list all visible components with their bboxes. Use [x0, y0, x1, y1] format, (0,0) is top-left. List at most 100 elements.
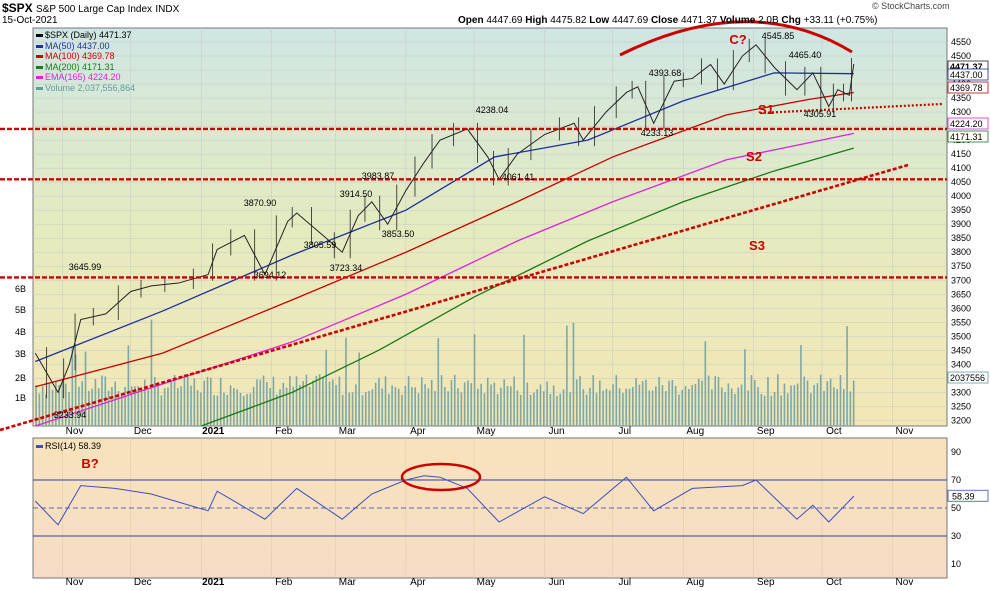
volume-bar — [206, 376, 209, 426]
right-axis-box — [947, 117, 989, 130]
rsi-line — [34, 475, 855, 526]
volume-bar — [681, 389, 684, 426]
volume-bar — [262, 375, 265, 426]
volume-bar — [496, 394, 499, 426]
volume-bar — [153, 377, 156, 426]
wave-label: B? — [81, 456, 98, 471]
volume-bar — [196, 390, 199, 426]
volume-bar — [533, 392, 535, 426]
price-level-label: 3694.12 — [254, 270, 287, 280]
volume-bar — [101, 375, 103, 426]
volume-bar — [500, 387, 502, 426]
right-axis-box — [947, 81, 989, 94]
volume-bar — [849, 391, 852, 426]
price-tick-label: 3950 — [951, 205, 971, 215]
volume-bar — [163, 388, 166, 426]
volume-bar — [480, 383, 482, 426]
month-label: Jun — [549, 426, 565, 437]
price-tick-label: 3500 — [951, 331, 971, 341]
volume-bar — [506, 386, 509, 426]
price-level-label: 3645.99 — [69, 262, 102, 272]
right-axis-value: 4437.00 — [950, 70, 983, 80]
volume-bar — [846, 326, 848, 426]
volume-bar — [444, 386, 446, 426]
volume-bar — [315, 375, 318, 426]
index-name: S&P 500 Large Cap Index — [36, 4, 153, 15]
volume-bar — [727, 383, 730, 426]
legend-item: MA(50) 4437.00 — [36, 41, 110, 51]
volume-bar — [424, 384, 426, 426]
volume-bar — [48, 383, 51, 426]
volume-bar — [526, 382, 529, 426]
rsi-value-box — [947, 489, 989, 502]
volume-bar — [467, 380, 469, 426]
month-label: Apr — [410, 577, 426, 588]
volume-bar — [770, 395, 773, 426]
month-label: Nov — [896, 426, 914, 437]
volume-bar — [572, 322, 575, 426]
volume-bar — [338, 376, 341, 426]
price-level-label: 4233.13 — [641, 128, 674, 138]
volume-bar — [81, 381, 84, 426]
volume-bar — [674, 386, 677, 426]
volume-bar — [608, 390, 611, 426]
price-level-label: 4465.40 — [789, 50, 822, 60]
rsi-tick-label: 50 — [951, 503, 961, 513]
volume-bar — [671, 379, 674, 426]
volume-bar — [704, 341, 707, 426]
volume-bar — [790, 385, 792, 426]
volume-bar — [285, 387, 288, 426]
volume-bar — [384, 376, 387, 426]
month-label: Aug — [686, 577, 704, 588]
month-label: Dec — [134, 426, 152, 437]
price-tick-label: 3800 — [951, 247, 971, 257]
price-level-label: 4061.41 — [502, 172, 535, 182]
right-axis-box — [947, 371, 989, 384]
volume-bar — [602, 390, 604, 426]
volume-bar — [279, 389, 281, 426]
legend-item: $SPX (Daily) 4471.37 — [36, 30, 132, 40]
legend-text: MA(50) 4437.00 — [45, 40, 110, 51]
month-label: Sep — [757, 577, 775, 588]
volume-bar — [275, 394, 278, 426]
right-axis-box — [947, 130, 989, 143]
volume-bar — [331, 379, 334, 426]
volume-bar — [661, 385, 664, 426]
support-label: S3 — [749, 238, 765, 253]
volume-bar — [836, 389, 838, 426]
volume-bar — [760, 393, 763, 426]
legend-swatch — [36, 34, 43, 38]
volume-bar — [753, 380, 756, 426]
volume-bar — [78, 386, 80, 426]
month-label: Mar — [339, 426, 357, 437]
volume-bar — [203, 380, 206, 426]
volume-bar — [160, 395, 163, 426]
volume-bar — [714, 376, 717, 426]
volume-bar — [852, 380, 855, 426]
volume-bar — [242, 395, 245, 426]
volume-bar — [130, 386, 133, 426]
support-label: S2 — [746, 149, 762, 164]
volume-bar — [417, 393, 420, 426]
volume-bar — [744, 349, 746, 426]
volume-bar — [394, 387, 397, 426]
volume-bar — [813, 384, 815, 426]
symbol: $SPX — [2, 1, 33, 15]
price-tick-label: 3550 — [951, 317, 971, 327]
volume-bar — [625, 388, 627, 426]
price-tick-label: 4050 — [951, 177, 971, 187]
volume-bar — [134, 386, 136, 426]
volume-bar — [631, 386, 634, 426]
volume-bar — [216, 395, 219, 426]
volume-bar — [651, 390, 654, 426]
volume-bar — [167, 387, 169, 426]
volume-bar — [806, 380, 809, 426]
volume-bar — [589, 387, 591, 426]
volume-bar — [97, 388, 100, 426]
volume-bar — [427, 388, 430, 426]
volume-tick-label: 4B — [15, 327, 26, 337]
volume-bar — [345, 337, 347, 426]
price-tick-label: 3700 — [951, 275, 971, 285]
top-arc — [619, 20, 853, 57]
volume-bar — [170, 379, 173, 426]
